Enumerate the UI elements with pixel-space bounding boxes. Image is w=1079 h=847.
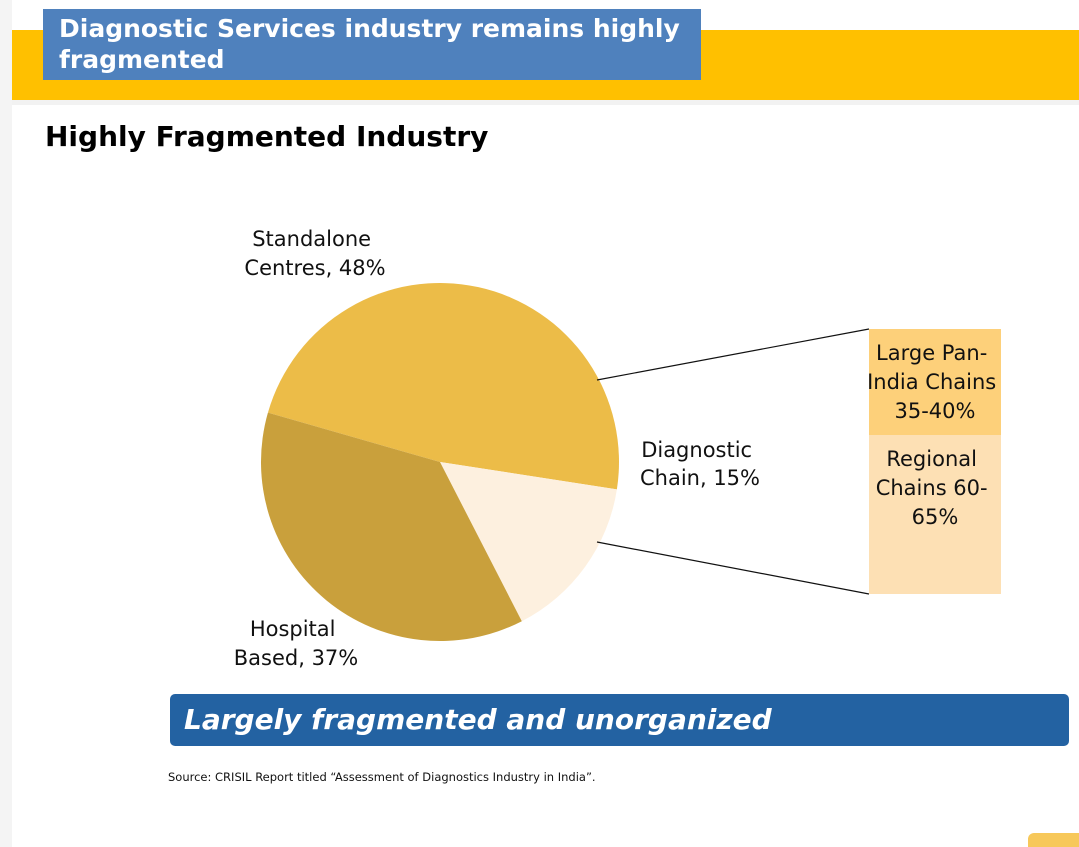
- large-pan-india-label: Large Pan- India Chains 35-40%: [867, 341, 1003, 423]
- diagnostic-chain-slice: [440, 462, 617, 622]
- large-pan-india-segment: [869, 329, 1001, 435]
- summary-banner: Largely fragmented and unorganized: [170, 694, 1069, 746]
- source-note: Source: CRISIL Report titled “Assessment…: [168, 770, 596, 784]
- pie-slices: [260, 282, 619, 642]
- standalone-label: Standalone Centres, 48%: [244, 227, 385, 280]
- hospital-label: Hospital Based, 37%: [234, 617, 359, 670]
- section-title: Highly Fragmented Industry: [45, 120, 489, 153]
- connector-lines: [596, 328, 870, 595]
- regional-chains-label: Regional Chains 60- 65%: [876, 447, 995, 529]
- regional-chains-segment: [869, 435, 1001, 594]
- hospital-slice: [260, 412, 522, 642]
- corner-decoration: [1028, 833, 1079, 847]
- page-title: Diagnostic Services industry remains hig…: [43, 9, 701, 80]
- standalone-slice: [267, 282, 619, 490]
- breakdown-bar: [869, 329, 1001, 594]
- diagnostic-chain-label: Diagnostic Chain, 15%: [640, 438, 760, 490]
